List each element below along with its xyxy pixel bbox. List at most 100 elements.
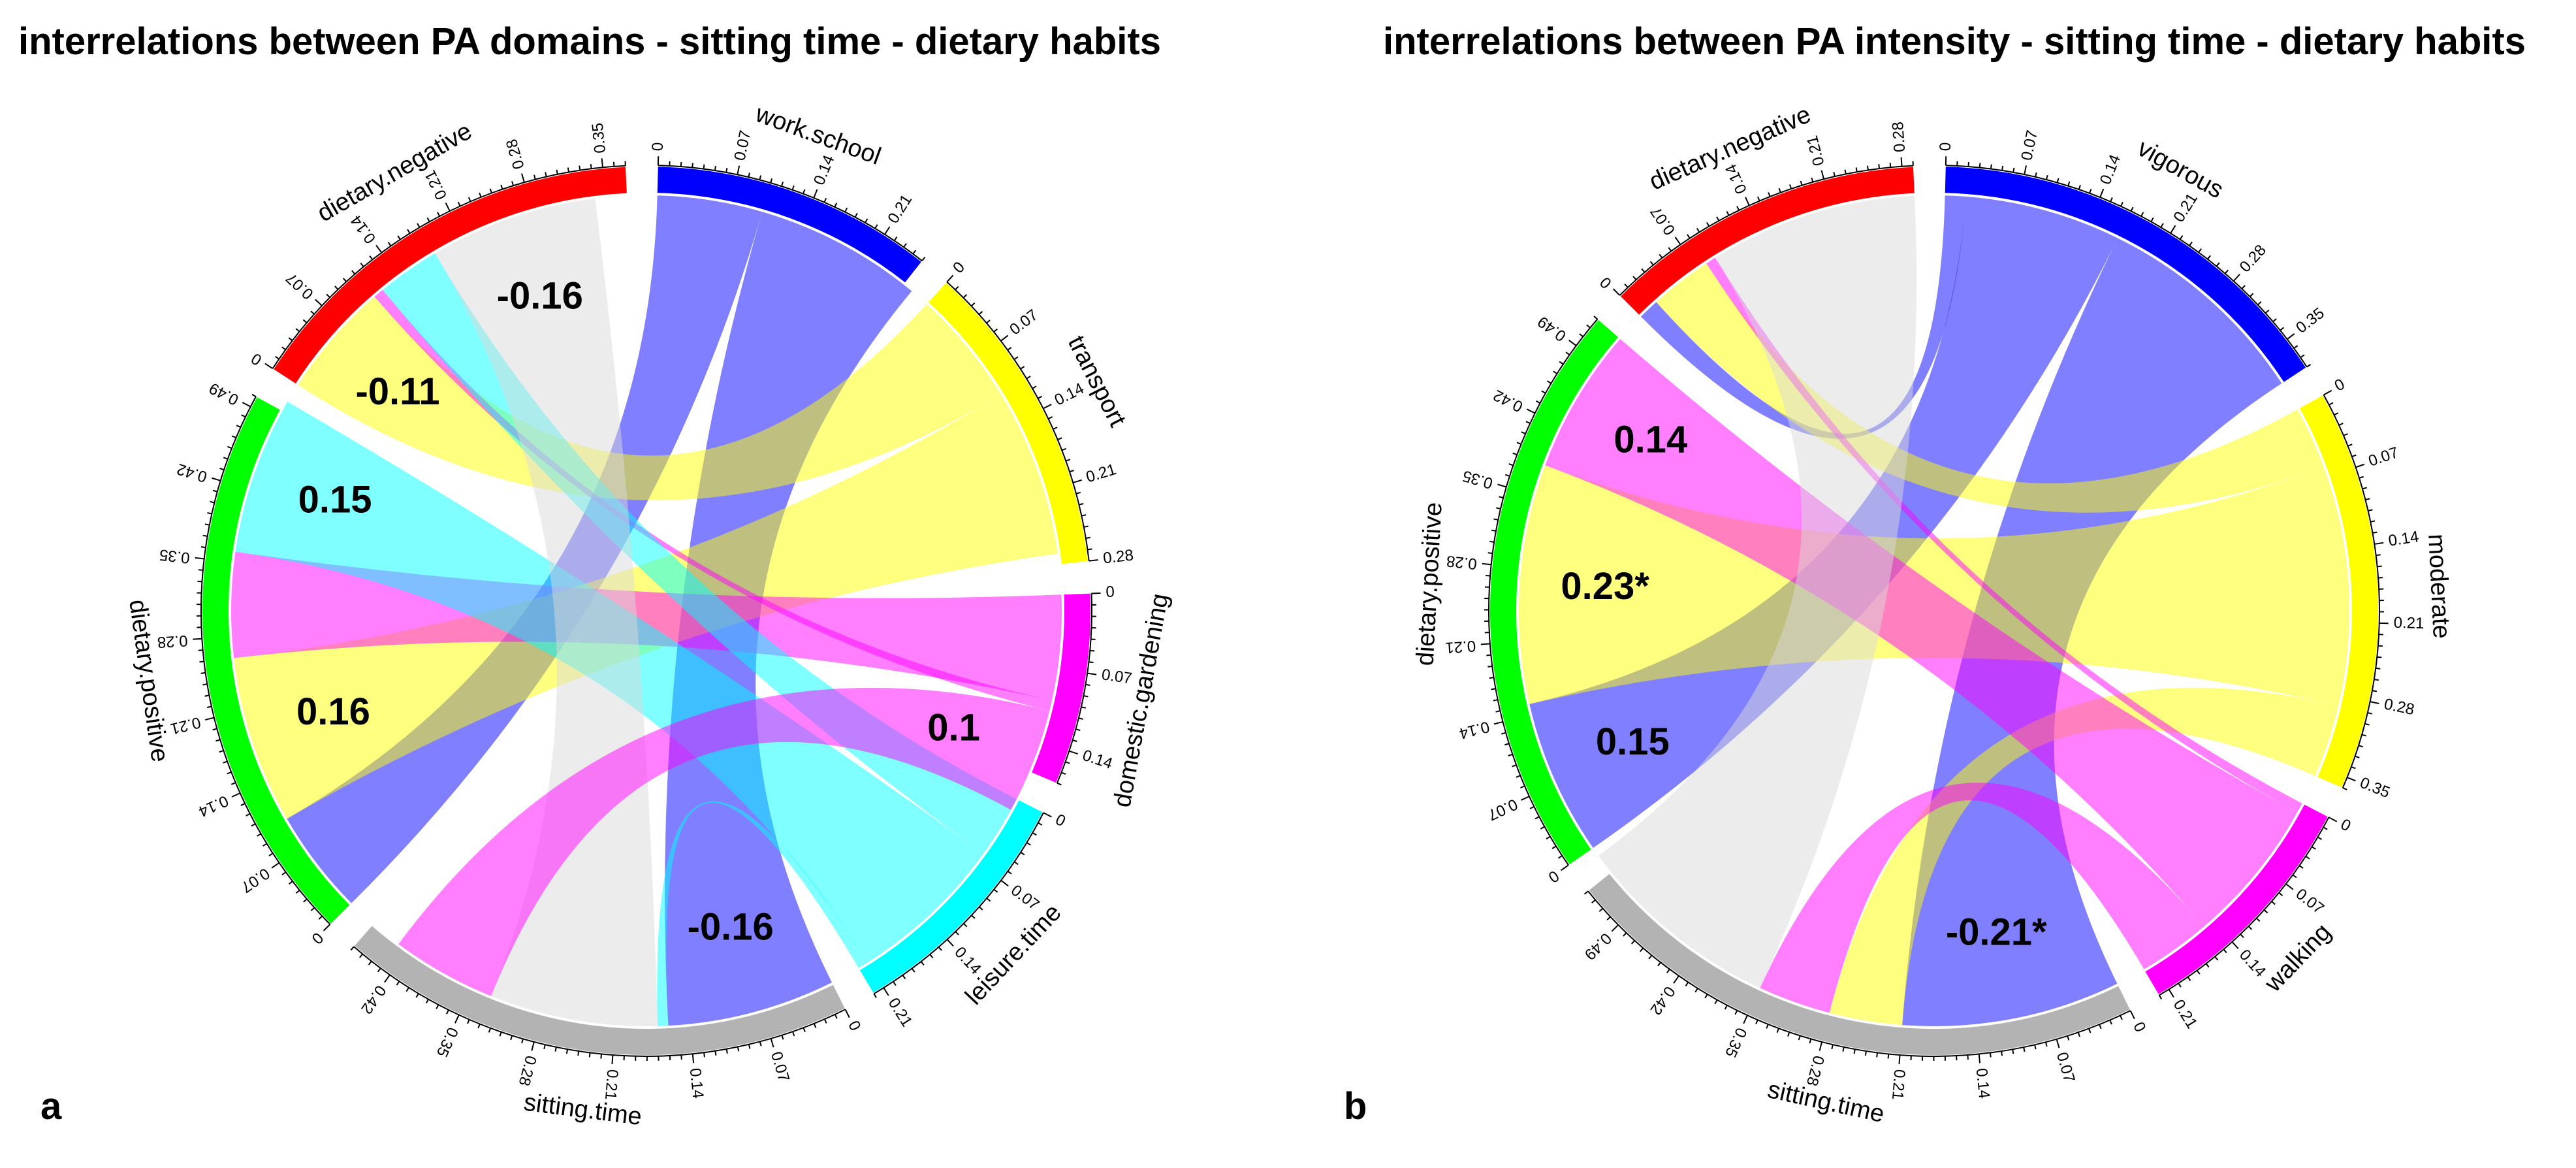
link-vigorous-dietary-negative	[1640, 195, 1966, 439]
tick-mark	[425, 999, 429, 1004]
tick-mark	[1833, 172, 1836, 177]
sector-label-moderate: moderate	[2423, 533, 2455, 639]
link-leisure-time-dietary-negative	[383, 253, 1017, 854]
tick-mark	[946, 939, 954, 947]
tick-mark	[902, 975, 906, 980]
sector-dietary-negative	[274, 167, 627, 384]
tick-mark	[210, 500, 215, 504]
tick-mark	[2198, 248, 2202, 253]
tick-mark	[2317, 836, 2322, 840]
tick-mark	[500, 184, 503, 189]
tick-mark	[1013, 356, 1019, 361]
tick-mark	[834, 1014, 838, 1019]
tick-mark	[1038, 395, 1043, 399]
tick-mark	[2196, 969, 2201, 975]
tick-label: 0.35	[159, 545, 191, 566]
tick-mark	[1043, 812, 1052, 818]
tick-mark	[2376, 667, 2381, 670]
link-label-moderate-dietary-positive: 0.23*	[1561, 565, 1649, 608]
tick-mark	[257, 833, 262, 837]
tick-mark	[1855, 167, 1858, 172]
tick-mark	[2368, 509, 2373, 511]
tick-mark	[978, 311, 983, 316]
tick-mark	[1734, 1010, 1738, 1015]
axis-transport	[946, 281, 1090, 561]
tick-mark	[2233, 274, 2240, 282]
tick-mark	[2347, 444, 2353, 447]
tick-mark	[1586, 324, 1591, 329]
tick-mark	[737, 165, 740, 175]
tick-mark	[223, 457, 229, 460]
tick-mark	[2012, 1049, 2014, 1054]
tick-mark	[2189, 241, 2193, 246]
tick-mark	[2298, 865, 2304, 869]
tick-mark	[236, 425, 241, 428]
tick-label: 0.49	[1581, 930, 1615, 964]
tick-mark	[1521, 431, 1526, 434]
axis-dietary-negative	[1619, 165, 1913, 296]
tick-mark	[759, 1041, 762, 1046]
tick-mark	[457, 201, 461, 207]
tick-mark	[2351, 454, 2357, 457]
tick-mark	[1591, 899, 1596, 903]
tick-mark	[1766, 1024, 1769, 1029]
tick-mark	[1789, 184, 1792, 189]
tick-mark	[303, 898, 308, 903]
sector-sitting-time	[355, 926, 845, 1056]
tick-mark	[2355, 463, 2365, 468]
tick-mark	[2372, 531, 2377, 534]
tick-mark	[865, 218, 868, 223]
tick-mark	[2278, 892, 2283, 896]
tick-mark	[1900, 157, 1903, 167]
tick-mark	[1069, 750, 1078, 755]
sector-domestic-gardening	[1032, 593, 1090, 783]
tick-mark	[1541, 390, 1546, 394]
tick-mark	[2378, 577, 2383, 579]
tick-mark	[970, 302, 976, 307]
tick-mark	[521, 1039, 524, 1044]
tick-mark	[193, 638, 202, 640]
tick-mark	[2224, 269, 2229, 274]
tick-mark	[1000, 334, 1009, 342]
tick-label: 0.21	[1084, 461, 1119, 486]
tick-mark	[2362, 487, 2367, 490]
tick-mark	[2377, 565, 2382, 568]
tick-mark	[288, 337, 293, 342]
tick-mark	[2306, 364, 2312, 368]
tick-mark	[903, 243, 907, 248]
tick-mark	[1565, 351, 1570, 356]
tick-mark	[1504, 474, 1510, 477]
tick-mark	[274, 355, 279, 360]
tick-mark	[2099, 188, 2105, 198]
tick-mark	[938, 947, 942, 951]
tick-mark	[1512, 764, 1517, 768]
tick-mark	[227, 771, 232, 775]
tick-mark	[2361, 734, 2367, 737]
tick-mark	[1061, 447, 1067, 451]
tick-mark	[963, 923, 968, 928]
sector-dietary-positive	[1490, 319, 1619, 865]
tick-label: 0.28	[1446, 552, 1478, 573]
tick-mark	[2130, 206, 2134, 212]
tick-mark	[962, 294, 968, 299]
tick-mark	[792, 1031, 795, 1037]
tick-mark	[1508, 753, 1513, 756]
tick-mark	[1020, 851, 1025, 856]
tick-mark	[1624, 284, 1629, 288]
tick-mark	[1047, 416, 1053, 420]
tick-mark	[1020, 366, 1025, 370]
tick-mark	[2292, 874, 2297, 879]
tick-mark	[205, 717, 215, 721]
tick-mark	[1967, 1054, 1969, 1060]
tick-label: 0	[308, 929, 326, 948]
tick-label: 0.28	[2383, 695, 2416, 719]
tick-label: 0.28	[1102, 546, 1134, 567]
tick-mark	[204, 694, 210, 697]
tick-mark	[1606, 916, 1611, 920]
links-a	[231, 195, 1062, 1026]
tick-mark	[1007, 870, 1012, 875]
tick-mark	[1065, 761, 1070, 764]
tick-label: 0.28	[515, 1054, 540, 1088]
tick-mark	[1821, 170, 1824, 180]
tick-mark	[2287, 333, 2295, 340]
